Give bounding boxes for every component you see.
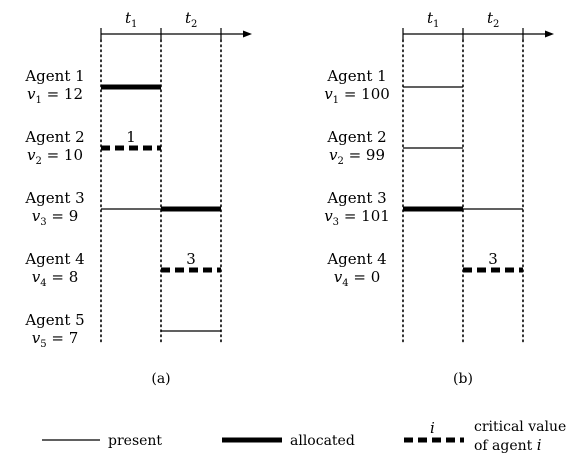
agent-name: Agent 3 (326, 189, 386, 207)
time-label-2: t2 (487, 9, 499, 30)
panel-caption: (b) (453, 371, 473, 387)
panel-a: t1 t2 Agent 1v1 = 12 Agent 2v2 = 10 1 Agent 3… (24, 9, 252, 387)
agent-value: v4 = 0 (334, 268, 381, 289)
agent-value: v2 = 10 (27, 146, 83, 167)
agent-name: Agent 5 (24, 311, 84, 329)
agent-value: v5 = 7 (32, 329, 79, 350)
arrow-head-icon (545, 30, 554, 38)
panel-caption: (a) (151, 371, 170, 387)
time-label-1: t1 (427, 9, 439, 30)
agent-name: Agent 1 (24, 67, 84, 85)
agent-value: v2 = 99 (329, 146, 385, 167)
panel-b: t1 t2 Agent 1v1 = 100 Agent 2v2 = 99 Agent 3… (324, 9, 554, 387)
agent-name: Agent 2 (24, 128, 84, 146)
time-label-2: t2 (185, 9, 197, 30)
legend-present-label: present (108, 433, 162, 449)
agent-row: Agent 4v4 = 8 3 (24, 250, 221, 289)
time-label-1: t1 (125, 9, 137, 30)
agent-value: v1 = 100 (324, 85, 390, 106)
agent-value: v1 = 12 (27, 85, 83, 106)
legend-critical-prefix: of agent (474, 438, 537, 454)
legend-critical-symbol: i (430, 419, 435, 437)
agent-row: Agent 5v5 = 7 (24, 311, 221, 350)
agent-row: Agent 3v3 = 9 (24, 189, 221, 228)
agent-row: Agent 2v2 = 99 (326, 128, 463, 167)
legend-critical-var: i (537, 436, 542, 454)
critical-value-label: 3 (186, 250, 196, 268)
legend-critical-label-line1: critical value (474, 419, 566, 435)
critical-value-label: 1 (126, 128, 136, 146)
critical-value-label: 3 (488, 250, 498, 268)
agent-value: v4 = 8 (32, 268, 79, 289)
agent-row: Agent 3v3 = 101 (324, 189, 523, 228)
agent-name: Agent 1 (326, 67, 386, 85)
agent-name: Agent 4 (326, 250, 386, 268)
agent-value: v3 = 9 (32, 207, 79, 228)
agent-row: Agent 2v2 = 10 1 (24, 128, 161, 167)
legend-critical-label-line2: of agent i (474, 436, 542, 454)
agent-name: Agent 4 (24, 250, 84, 268)
legend-allocated-label: allocated (290, 433, 355, 449)
agent-value: v3 = 101 (324, 207, 390, 228)
legend: present allocated i critical value of ag… (42, 419, 566, 454)
agent-name: Agent 2 (326, 128, 386, 146)
agent-row: Agent 1v1 = 12 (24, 67, 161, 106)
arrow-head-icon (243, 30, 252, 38)
agent-row: Agent 4v4 = 0 3 (326, 250, 523, 289)
agent-name: Agent 3 (24, 189, 84, 207)
agent-row: Agent 1v1 = 100 (324, 67, 463, 106)
